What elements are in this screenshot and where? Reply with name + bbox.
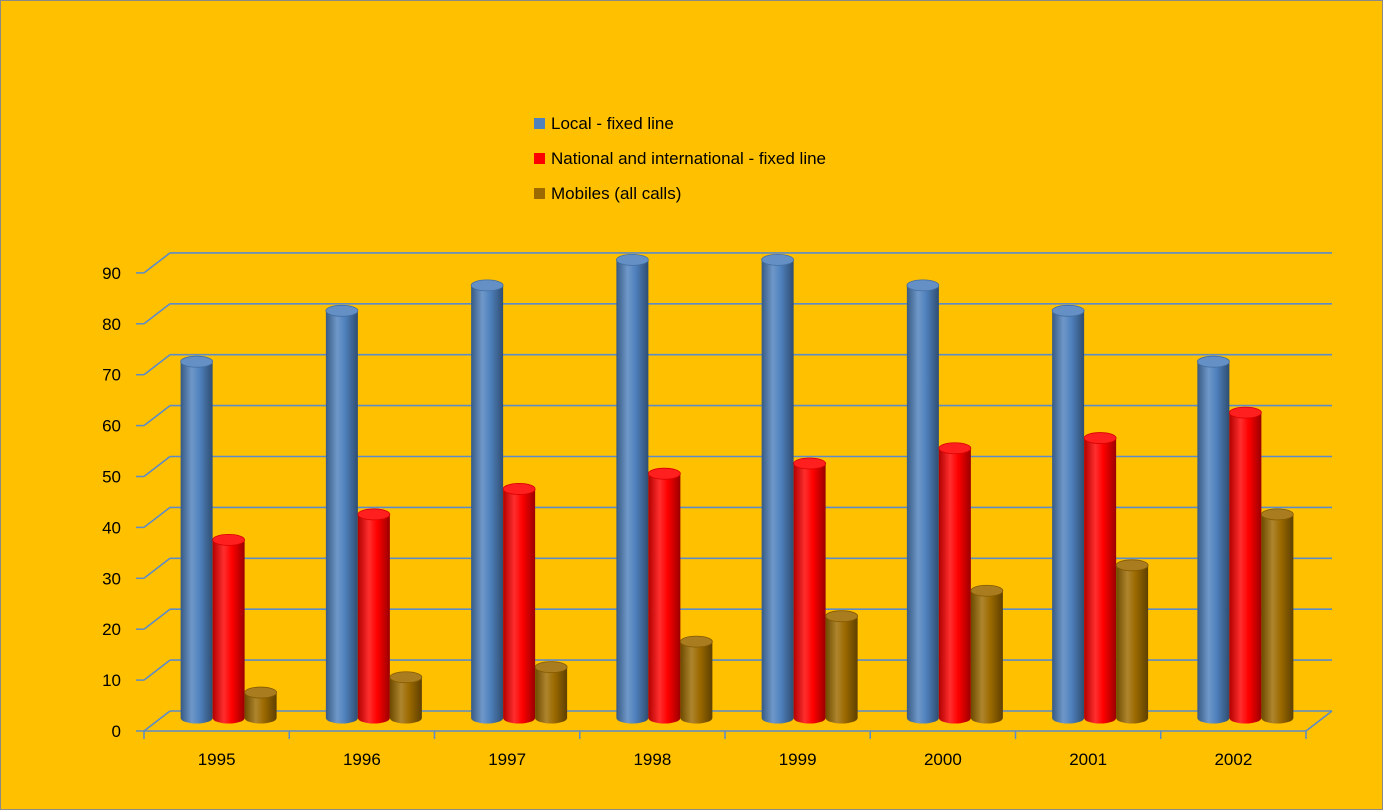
legend-label-local: Local - fixed line	[551, 113, 674, 133]
x-tick-label: 1997	[488, 750, 526, 769]
legend-swatch-local	[534, 118, 545, 129]
bar-mobiles-all-calls--2001	[1116, 565, 1149, 724]
x-tick-label: 2002	[1214, 750, 1252, 769]
bar-top	[1083, 432, 1117, 444]
bar-mobiles-all-calls--2002	[1261, 514, 1294, 724]
gridline-diagonal	[143, 455, 171, 478]
bar-top	[180, 355, 214, 368]
bar-top	[502, 483, 536, 495]
bar-mobiles-all-calls--1995	[244, 692, 277, 724]
bar-top	[1196, 355, 1230, 368]
gridline-diagonal	[143, 252, 171, 274]
legend-swatch-mobiles	[534, 188, 545, 199]
bar-national-and-international-fixed-line-1996	[357, 514, 390, 724]
bar-top	[470, 279, 504, 292]
bar-national-and-international-fixed-line-2000	[938, 448, 971, 724]
gridline-diagonal	[143, 608, 171, 630]
x-tick-label: 1999	[779, 750, 817, 769]
bar-mobiles-all-calls--1997	[535, 667, 568, 724]
bar-national-and-international-fixed-line-2001	[1084, 438, 1117, 724]
gridline-diagonal	[143, 354, 171, 376]
y-tick-label: 40	[102, 518, 121, 537]
x-tick-label: 2000	[924, 750, 962, 769]
bar-national-and-international-fixed-line-1998	[648, 473, 681, 724]
legend-swatch-national	[534, 153, 545, 164]
bar-top	[761, 253, 795, 266]
x-tick-label: 1996	[343, 750, 381, 769]
y-tick-label: 10	[102, 671, 121, 690]
bar-local-fixed-line-1996	[325, 310, 358, 724]
bar-top	[325, 304, 359, 317]
bar-local-fixed-line-1997	[471, 285, 504, 724]
bar-top	[534, 661, 568, 673]
bar-top	[825, 610, 859, 623]
gridline-diagonal	[143, 404, 171, 427]
y-tick-label: 90	[102, 264, 121, 283]
y-tick-label: 20	[102, 620, 121, 639]
bar-top	[938, 442, 972, 455]
bar-top	[1260, 508, 1294, 521]
gridline-diagonal	[143, 710, 171, 732]
y-tick-label: 50	[102, 468, 121, 487]
bar-top	[615, 253, 649, 266]
y-tick-label: 30	[102, 569, 121, 588]
bar-top	[1051, 304, 1085, 317]
bar-local-fixed-line-2000	[906, 285, 939, 724]
y-tick-label: 60	[102, 417, 121, 436]
bar-national-and-international-fixed-line-2002	[1229, 412, 1262, 724]
legend-label-national: National and international - fixed line	[551, 148, 827, 168]
bar-top	[357, 508, 391, 521]
bar-top	[212, 533, 246, 546]
legend-item-local: Local - fixed line	[534, 106, 826, 141]
bar-local-fixed-line-1998	[616, 259, 649, 724]
gridline-diagonal	[143, 659, 171, 681]
y-tick-label: 70	[102, 366, 121, 385]
bar-mobiles-all-calls--2000	[970, 590, 1003, 724]
x-tick-label: 2001	[1069, 750, 1107, 769]
y-tick-label: 80	[102, 315, 121, 334]
bar-national-and-international-fixed-line-1995	[212, 539, 245, 724]
legend-item-mobiles: Mobiles (all calls)	[534, 176, 826, 211]
bar-local-fixed-line-2002	[1197, 361, 1230, 724]
bar-top	[793, 457, 827, 470]
bar-top	[1115, 559, 1149, 572]
bar-top	[389, 671, 423, 684]
bar-local-fixed-line-1999	[761, 259, 794, 724]
gridline-diagonal	[143, 557, 171, 579]
y-tick-label: 0	[112, 722, 121, 741]
gridline-diagonal	[143, 303, 171, 325]
x-tick-label: 1998	[633, 750, 671, 769]
gridline-diagonal	[143, 506, 171, 529]
bar-local-fixed-line-2001	[1052, 310, 1085, 724]
bar-top	[647, 467, 681, 480]
x-tick-label: 1995	[198, 750, 236, 769]
bar-mobiles-all-calls--1999	[825, 616, 858, 724]
legend: Local - fixed line National and internat…	[534, 106, 826, 211]
bar-national-and-international-fixed-line-1999	[793, 463, 826, 724]
bar-top	[679, 635, 713, 648]
legend-label-mobiles: Mobiles (all calls)	[551, 183, 682, 203]
legend-item-national: National and international - fixed line	[534, 141, 826, 176]
bar-top	[1228, 406, 1262, 419]
bar-national-and-international-fixed-line-1997	[503, 488, 536, 724]
floor-right-edge	[1305, 710, 1333, 732]
bar-mobiles-all-calls--1998	[680, 641, 713, 724]
bar-mobiles-all-calls--1996	[389, 677, 422, 724]
bar-top	[906, 279, 940, 292]
bar-local-fixed-line-1995	[180, 361, 213, 724]
bar-top	[244, 686, 278, 699]
bar-top	[970, 584, 1004, 597]
